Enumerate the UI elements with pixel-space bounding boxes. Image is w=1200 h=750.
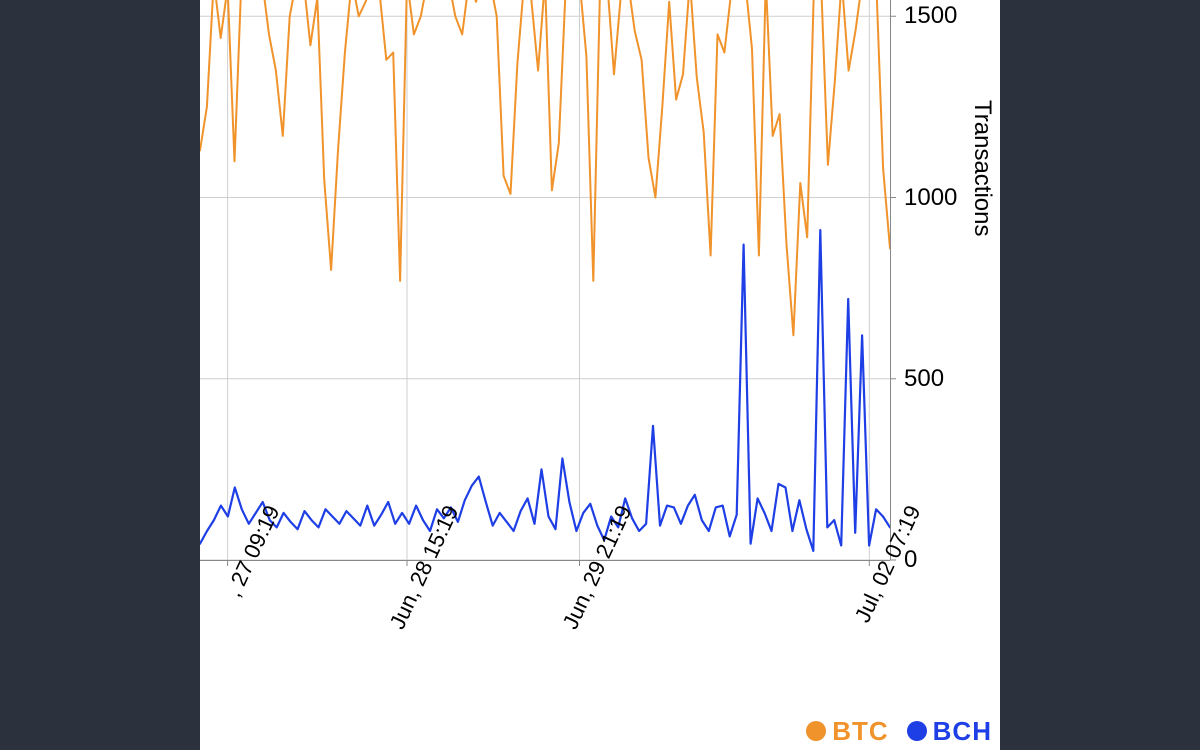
y-tick-label: 500: [904, 365, 944, 393]
legend-dot-btc: [806, 721, 826, 741]
y-tick-label: 1000: [904, 184, 957, 212]
chart-area: [200, 0, 1000, 750]
legend-label-bch: BCH: [933, 718, 992, 744]
y-tick-label: 1500: [904, 2, 957, 30]
chart-panel: Transactions BTC BCH 050010001500, 27 09…: [200, 0, 1000, 750]
y-axis-label: Transactions: [968, 100, 996, 237]
legend-item-btc: BTC: [806, 718, 888, 744]
line-chart-svg: [200, 0, 1000, 750]
legend-item-bch: BCH: [907, 718, 992, 744]
legend-dot-bch: [907, 721, 927, 741]
legend-label-btc: BTC: [832, 718, 888, 744]
chart-legend: BTC BCH: [806, 718, 992, 744]
